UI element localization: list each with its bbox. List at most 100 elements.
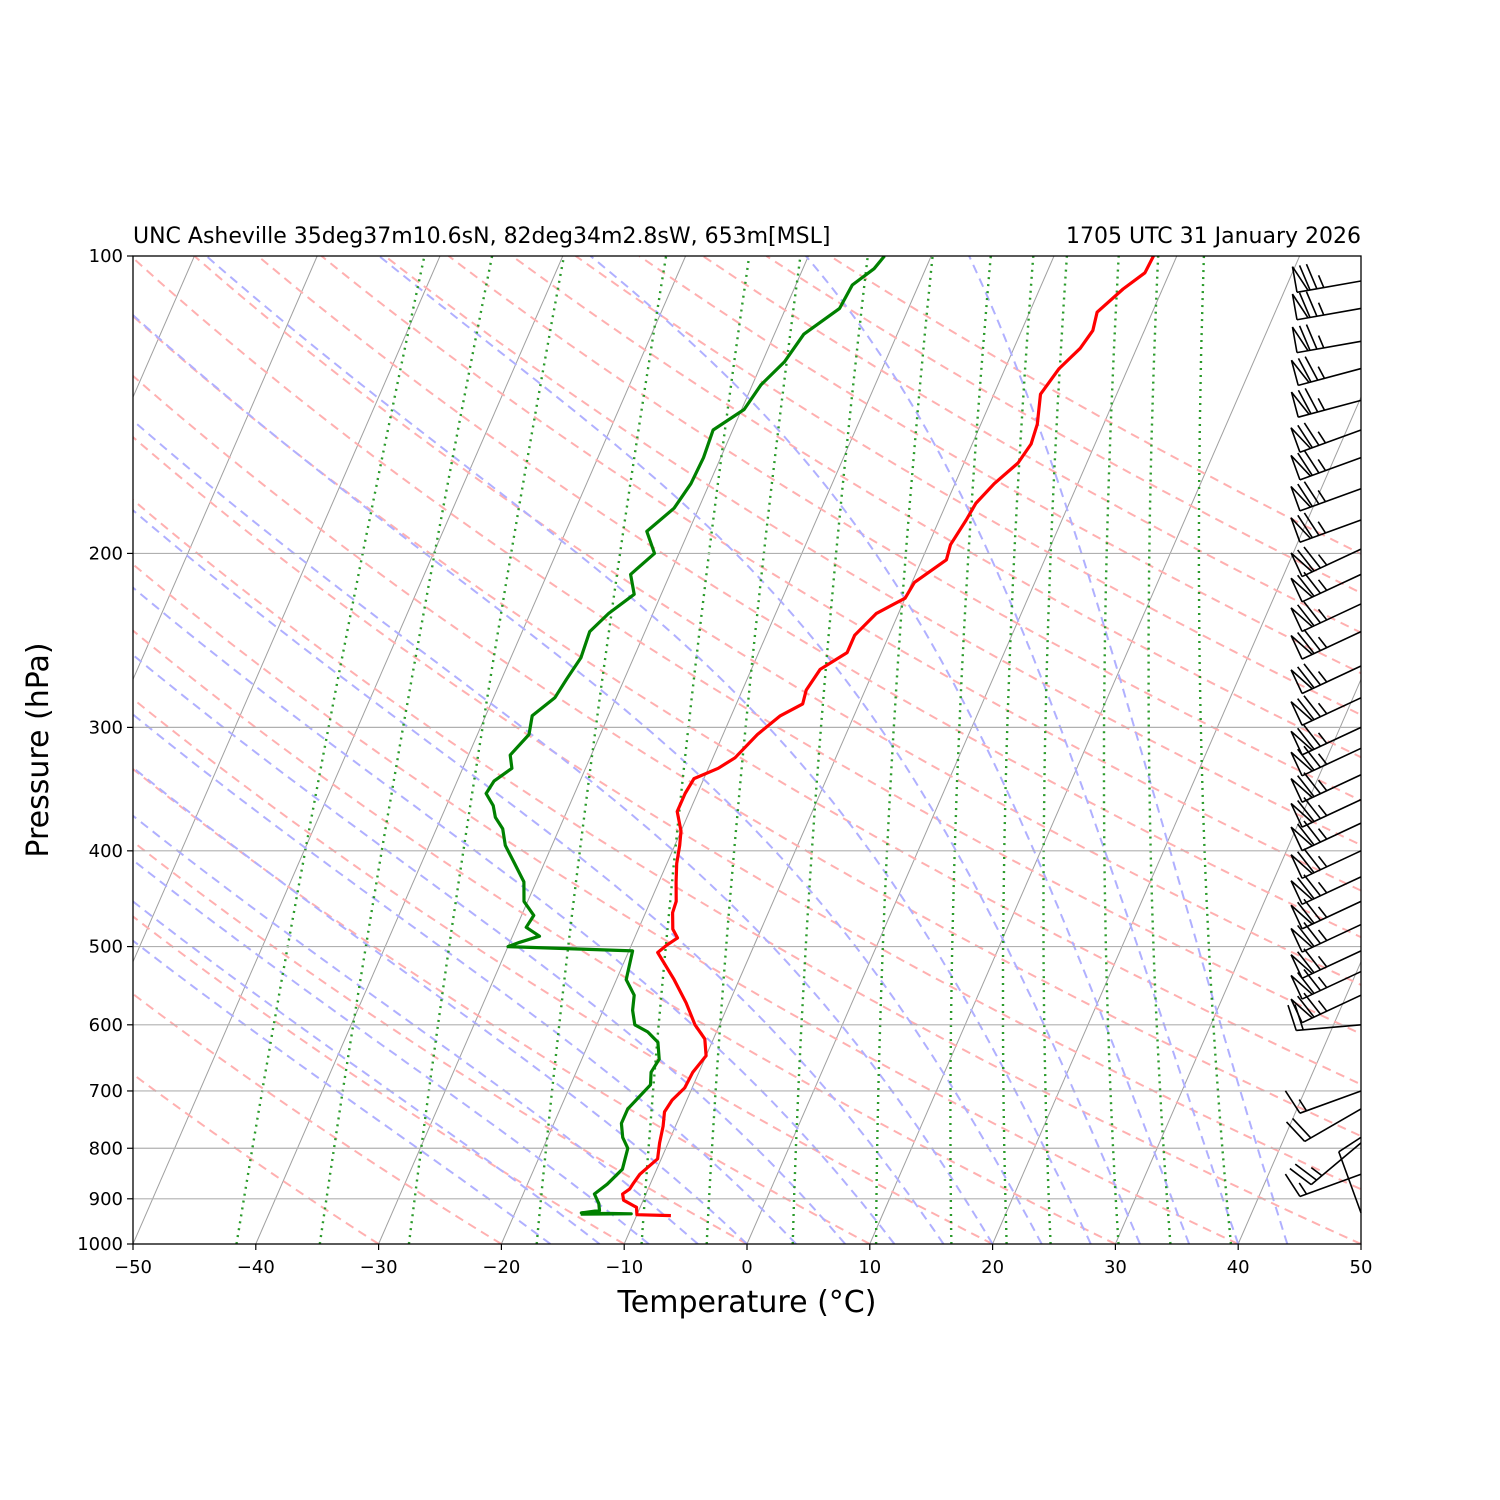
- barb-full: [1338, 1136, 1362, 1153]
- barb-staff: [1338, 1151, 1362, 1214]
- barb-half: [1317, 521, 1327, 534]
- barb-full: [1296, 666, 1315, 689]
- moist-adiabat-line: [133, 858, 650, 1244]
- barb-flag: [1290, 634, 1313, 660]
- barb-full: [1296, 901, 1315, 924]
- barb-half: [1317, 335, 1325, 349]
- moist-adiabat-line: [205, 256, 1092, 1244]
- pressure-gridlines: [133, 552, 1361, 1200]
- barb-full: [1285, 1121, 1306, 1143]
- barb-half: [1317, 431, 1327, 444]
- x-axis-ticks: −50 −40 −30 −20 −10 0 10 20 30 40 50: [114, 1244, 1372, 1278]
- dry-adiabat-line: [702, 256, 1361, 634]
- barb-full: [1296, 632, 1315, 655]
- barb-half: [1317, 608, 1328, 621]
- x-axis-label: Temperature (°C): [617, 1285, 877, 1320]
- barb-half: [1317, 636, 1328, 649]
- dry-adiabat-line: [133, 314, 1361, 1086]
- sounding-profiles: [484, 256, 1155, 1218]
- barb-full: [1296, 698, 1315, 721]
- barb-flag: [1290, 974, 1313, 1000]
- dewpoint-profile: [484, 256, 886, 1216]
- barb-flag: [1290, 517, 1312, 543]
- barb-half: [1310, 1166, 1323, 1177]
- barb-full: [1284, 1173, 1301, 1197]
- dry-adiabat-line: [133, 1072, 380, 1244]
- barb-full: [1291, 1117, 1312, 1139]
- dry-adiabat-line: [829, 256, 1361, 556]
- barb-full: [1303, 663, 1322, 686]
- barb-full: [1297, 514, 1313, 539]
- wind-barb: [1290, 481, 1362, 512]
- x-tick-label: 30: [1104, 1257, 1127, 1278]
- barb-flag: [1290, 427, 1312, 453]
- barb-flag: [1290, 552, 1313, 577]
- barb-flag: [1290, 904, 1313, 930]
- barb-full: [1296, 574, 1315, 597]
- barb-flag: [1290, 485, 1312, 512]
- moist-adiabat-line: [133, 653, 846, 1244]
- barb-full: [1303, 968, 1322, 992]
- wind-barb: [1290, 898, 1362, 930]
- barb-full: [1305, 291, 1318, 317]
- dry-adiabat-line: [133, 767, 871, 1244]
- isotherm-line: [255, 256, 687, 1244]
- barb-half: [1317, 274, 1325, 288]
- barb-full: [1296, 924, 1315, 947]
- wind-barb: [1285, 1108, 1362, 1143]
- x-tick-label: 20: [981, 1257, 1004, 1278]
- barb-full: [1303, 848, 1322, 871]
- barb-flag: [1290, 998, 1313, 1024]
- wind-barb: [1284, 1173, 1362, 1198]
- dry-adiabat-line: [133, 563, 1239, 1244]
- barb-half: [1317, 881, 1328, 894]
- barb-staff: [1299, 1173, 1362, 1198]
- wind-barb: [1290, 797, 1362, 828]
- barb-full: [1296, 727, 1315, 750]
- dry-adiabat-line: [133, 374, 1361, 1138]
- wind-barb: [1291, 263, 1362, 294]
- y-tick-label: 800: [89, 1138, 123, 1159]
- dry-adiabat-line: [447, 256, 1361, 802]
- background-lines: [133, 256, 1361, 1244]
- moist-adiabat-line: [133, 766, 748, 1244]
- wind-barb: [1290, 356, 1362, 387]
- barb-flag: [1290, 802, 1313, 828]
- barb-staff: [1299, 1090, 1362, 1114]
- barb-full: [1303, 745, 1322, 768]
- barb-half: [1317, 1000, 1328, 1012]
- barb-full: [1304, 388, 1319, 413]
- wind-barb: [1290, 695, 1362, 726]
- moist-adiabat-line: [589, 256, 1191, 1244]
- y-tick-label: 600: [89, 1015, 123, 1036]
- chart-title-right: 1705 UTC 31 January 2026: [1066, 224, 1361, 249]
- barb-full: [1296, 775, 1315, 798]
- wind-barb: [1290, 772, 1362, 803]
- barb-full: [1303, 874, 1322, 897]
- barb-half: [1298, 1182, 1308, 1195]
- barb-flag: [1290, 826, 1313, 851]
- wind-barb: [1290, 450, 1362, 481]
- mixing-ratio-line: [705, 256, 802, 1244]
- barb-flag: [1291, 266, 1309, 293]
- y-tick-label: 900: [89, 1189, 123, 1210]
- barb-half: [1317, 955, 1328, 968]
- y-axis-ticks: 1000 900 800 700 600 500 400 300 200 100: [77, 246, 133, 1255]
- barb-half: [1317, 804, 1328, 817]
- barb-full: [1289, 1167, 1312, 1186]
- wind-barb: [1290, 874, 1362, 906]
- y-tick-label: 200: [89, 543, 123, 564]
- wind-barb: [1290, 629, 1362, 660]
- wind-barb: [1290, 546, 1362, 578]
- wind-barb: [1291, 324, 1362, 354]
- x-tick-label: −50: [114, 1257, 152, 1278]
- barb-flag: [1290, 669, 1313, 694]
- wind-barb: [1290, 601, 1362, 633]
- barb-flag: [1290, 391, 1310, 418]
- wind-barb: [1289, 1142, 1362, 1186]
- wind-barb: [1290, 512, 1362, 543]
- barb-full: [1297, 358, 1312, 383]
- barb-full: [1303, 797, 1322, 820]
- barb-full: [1303, 546, 1322, 569]
